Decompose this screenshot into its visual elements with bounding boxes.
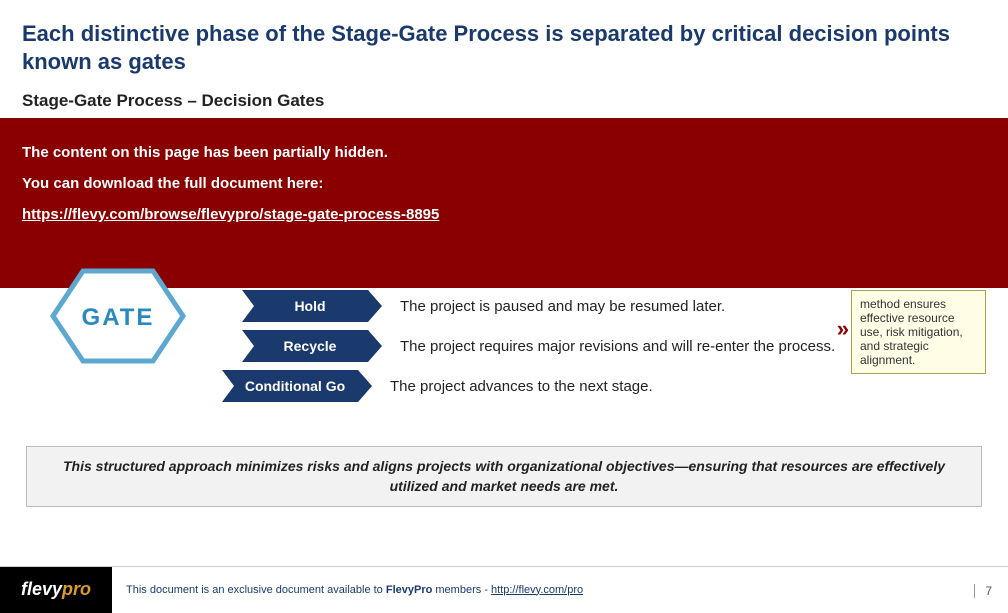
logo-main: flevy bbox=[21, 579, 62, 600]
chevron-right-icon: » bbox=[837, 316, 843, 342]
decision-text: The project is paused and may be resumed… bbox=[400, 298, 725, 315]
decision-text: The project requires major revisions and… bbox=[400, 338, 835, 355]
page-number: 7 bbox=[974, 584, 992, 598]
decision-arrow-recycle: Recycle bbox=[242, 330, 382, 362]
footer-prefix: This document is an exclusive document a… bbox=[126, 584, 386, 596]
overlay-line-1: The content on this page has been partia… bbox=[22, 144, 986, 161]
side-note-box: method ensures effective resource use, r… bbox=[851, 290, 986, 374]
download-link[interactable]: https://flevy.com/browse/flevypro/stage-… bbox=[22, 206, 439, 223]
hidden-content-overlay: The content on this page has been partia… bbox=[0, 118, 1008, 288]
decision-text: The project advances to the next stage. bbox=[390, 378, 653, 395]
footer-bold: FlevyPro bbox=[386, 584, 432, 596]
page-subtitle: Stage-Gate Process – Decision Gates bbox=[22, 91, 986, 111]
overlay-line-2: You can download the full document here: bbox=[22, 175, 986, 192]
logo-accent: pro bbox=[62, 579, 91, 600]
decision-arrow-conditional-go: Conditional Go bbox=[222, 370, 372, 402]
footer-link[interactable]: http://flevy.com/pro bbox=[491, 584, 583, 596]
flevypro-logo: flevypro bbox=[0, 567, 112, 613]
footer-suffix: members - bbox=[432, 584, 491, 596]
page-title: Each distinctive phase of the Stage-Gate… bbox=[22, 20, 986, 75]
decision-row: Conditional Go The project advances to t… bbox=[222, 370, 986, 402]
footer-bar: flevypro This document is an exclusive d… bbox=[0, 566, 1008, 612]
footer-text: This document is an exclusive document a… bbox=[126, 584, 583, 596]
gate-label: GATE bbox=[48, 304, 188, 332]
decision-arrow-hold: Hold bbox=[242, 290, 382, 322]
summary-box: This structured approach minimizes risks… bbox=[26, 446, 982, 507]
